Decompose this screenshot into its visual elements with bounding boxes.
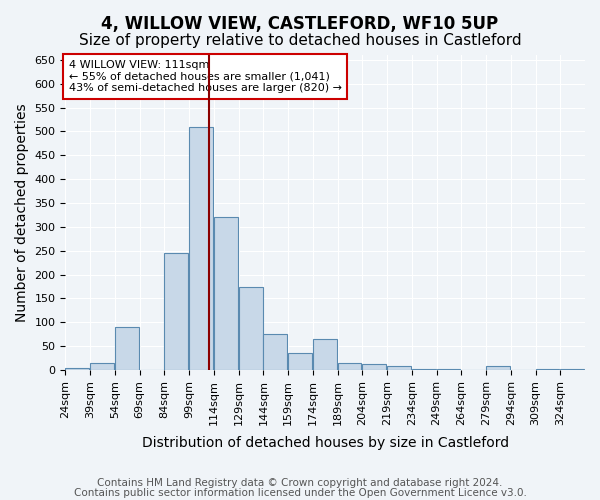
Bar xyxy=(560,368,584,370)
Bar xyxy=(288,354,312,370)
Bar xyxy=(164,253,188,370)
Bar xyxy=(536,368,559,370)
Bar xyxy=(65,368,89,370)
Bar xyxy=(214,218,238,370)
Bar xyxy=(115,327,139,370)
Bar xyxy=(412,368,436,370)
Bar xyxy=(90,363,114,370)
Bar xyxy=(362,364,386,370)
Bar xyxy=(263,334,287,370)
Text: 4, WILLOW VIEW, CASTLEFORD, WF10 5UP: 4, WILLOW VIEW, CASTLEFORD, WF10 5UP xyxy=(101,15,499,33)
Text: Size of property relative to detached houses in Castleford: Size of property relative to detached ho… xyxy=(79,32,521,48)
Bar xyxy=(387,366,411,370)
Text: Contains public sector information licensed under the Open Government Licence v3: Contains public sector information licen… xyxy=(74,488,526,498)
Bar xyxy=(189,126,213,370)
Bar xyxy=(239,286,263,370)
X-axis label: Distribution of detached houses by size in Castleford: Distribution of detached houses by size … xyxy=(142,436,509,450)
Y-axis label: Number of detached properties: Number of detached properties xyxy=(15,103,29,322)
Text: Contains HM Land Registry data © Crown copyright and database right 2024.: Contains HM Land Registry data © Crown c… xyxy=(97,478,503,488)
Bar xyxy=(437,368,460,370)
Bar xyxy=(338,363,361,370)
Bar xyxy=(486,366,510,370)
Bar xyxy=(313,339,337,370)
Text: 4 WILLOW VIEW: 111sqm
← 55% of detached houses are smaller (1,041)
43% of semi-d: 4 WILLOW VIEW: 111sqm ← 55% of detached … xyxy=(69,60,342,93)
